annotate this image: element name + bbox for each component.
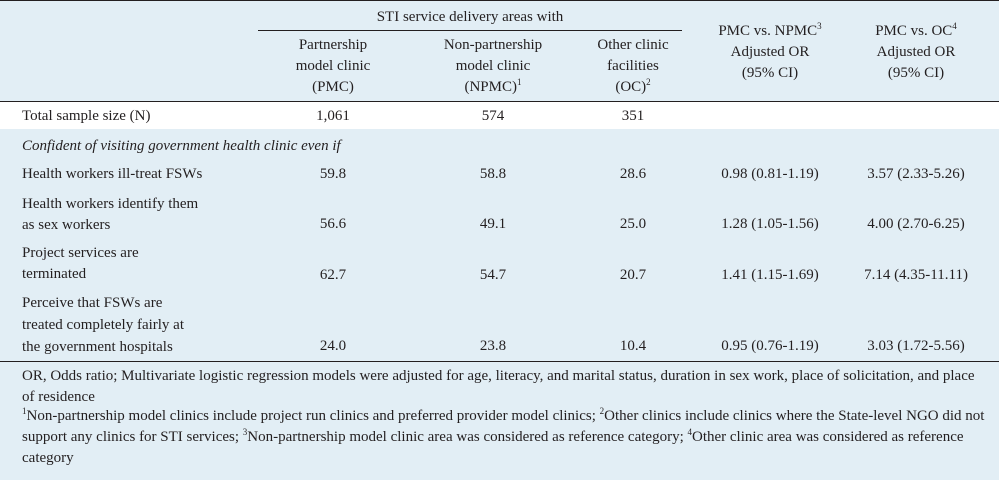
row-or1-value: 0.95 (0.76-1.19) <box>721 338 819 354</box>
header-bottom-rule <box>0 101 999 102</box>
column-header-oc-line2: facilities <box>607 58 659 74</box>
footnote-1: Non-partnership model clinics include pr… <box>26 408 600 424</box>
row-label-line: Perceive that FSWs are <box>22 295 163 311</box>
footnote-marker: 2 <box>599 406 605 416</box>
row-label: Project services are terminated <box>22 243 139 285</box>
column-header-or2-line1-text: PMC vs. OC <box>875 23 953 39</box>
column-header-npmc: Non-partnership model clinic (NPMC)1 <box>418 35 568 98</box>
footnote-3: Non-partnership model clinic area was co… <box>247 429 688 445</box>
column-header-pmc: Partnership model clinic (PMC) <box>268 35 398 98</box>
row-label: Health workers identify them as sex work… <box>22 194 198 236</box>
row-label-line: the government hospitals <box>22 339 173 355</box>
column-header-or-pmc-npmc: PMC vs. NPMC3 Adjusted OR (95% CI) <box>695 21 845 84</box>
row-oc-value: 10.4 <box>619 338 647 354</box>
sample-size-oc: 351 <box>621 108 645 124</box>
column-header-or2-line3: (95% CI) <box>887 65 945 81</box>
column-header-npmc-line2: model clinic <box>455 58 531 74</box>
row-label-line: Health workers identify them <box>22 196 199 212</box>
row-or1-value: 1.41 (1.15-1.69) <box>721 267 819 283</box>
row-or2-value: 3.57 (2.33-5.26) <box>867 166 965 182</box>
column-header-or1-line1: PMC vs. NPMC3 <box>695 21 845 42</box>
footnote-abbreviations: OR, Odds ratio; Multivariate logistic re… <box>22 368 975 405</box>
sample-size-pmc: 1,061 <box>316 108 350 124</box>
column-header-or1-line3: (95% CI) <box>741 65 799 81</box>
row-label: Perceive that FSWs are treated completel… <box>22 292 184 358</box>
footnote-4: Other clinic area was considered as refe… <box>22 429 964 466</box>
footnote-marker: 1 <box>22 406 27 416</box>
row-pmc-value: 59.8 <box>319 166 347 182</box>
column-header-or-pmc-oc: PMC vs. OC4 Adjusted OR (95% CI) <box>845 21 987 84</box>
footnote-marker: 3 <box>817 21 822 31</box>
row-npmc-value: 58.8 <box>479 166 507 182</box>
row-label-line: Project services are <box>22 245 139 261</box>
row-oc-value: 25.0 <box>619 216 647 232</box>
footnote-marker: 1 <box>517 77 522 87</box>
footnote-marker: 4 <box>952 21 957 31</box>
column-header-pmc-line2: model clinic <box>295 58 371 74</box>
row-npmc-value: 49.1 <box>479 216 507 232</box>
column-header-pmc-line3: (PMC) <box>312 79 354 95</box>
row-label: Health workers ill-treat FSWs <box>22 166 203 182</box>
row-label-line: treated completely fairly at <box>22 317 185 333</box>
row-or2-value: 3.03 (1.72-5.56) <box>867 338 965 354</box>
footnote-marker: 4 <box>687 427 693 437</box>
footnote-2: Other clinics include clinics where the … <box>22 408 985 445</box>
table-bottom-rule <box>0 361 999 362</box>
sample-size-label: Total sample size (N) <box>22 108 151 124</box>
row-or1-value: 1.28 (1.05-1.56) <box>721 216 819 232</box>
row-pmc-value: 24.0 <box>319 338 347 354</box>
table-top-rule <box>0 0 999 1</box>
column-header-oc: Other clinic facilities (OC)2 <box>578 35 688 98</box>
section-label: Confident of visiting government health … <box>22 138 341 154</box>
row-label-line: as sex workers <box>22 217 111 233</box>
column-header-or1-line2: Adjusted OR <box>730 44 810 60</box>
row-or1-value: 0.98 (0.81-1.19) <box>721 166 819 182</box>
column-header-npmc-line1: Non-partnership <box>443 37 543 53</box>
column-header-pmc-line1: Partnership <box>298 37 368 53</box>
group-header-rule <box>258 30 682 31</box>
row-npmc-value: 23.8 <box>479 338 507 354</box>
column-header-or2-line1: PMC vs. OC4 <box>845 21 987 42</box>
column-header-npmc-line3: (NPMC)1 <box>418 77 568 98</box>
footnotes-numbered: 1Non-partnership model clinics include p… <box>22 406 987 469</box>
row-label-line: terminated <box>22 266 87 282</box>
sample-size-npmc: 574 <box>481 108 505 124</box>
footnote-marker: 2 <box>646 77 651 87</box>
column-header-or2-line2: Adjusted OR <box>876 44 956 60</box>
row-oc-value: 20.7 <box>619 267 647 283</box>
column-header-oc-line3-text: (OC) <box>615 79 647 95</box>
footnote-marker: 3 <box>242 427 248 437</box>
row-pmc-value: 62.7 <box>319 267 347 283</box>
row-or2-value: 7.14 (4.35-11.11) <box>864 267 968 283</box>
row-oc-value: 28.6 <box>619 166 647 182</box>
row-npmc-value: 54.7 <box>479 267 507 283</box>
column-header-oc-line1: Other clinic <box>597 37 669 53</box>
group-header: STI service delivery areas with <box>376 9 564 25</box>
sample-row-background <box>0 102 999 129</box>
row-or2-value: 4.00 (2.70-6.25) <box>867 216 965 232</box>
row-pmc-value: 56.6 <box>319 216 347 232</box>
column-header-npmc-line3-text: (NPMC) <box>464 79 517 95</box>
column-header-oc-line3: (OC)2 <box>578 77 688 98</box>
column-header-or1-line1-text: PMC vs. NPMC <box>718 23 818 39</box>
